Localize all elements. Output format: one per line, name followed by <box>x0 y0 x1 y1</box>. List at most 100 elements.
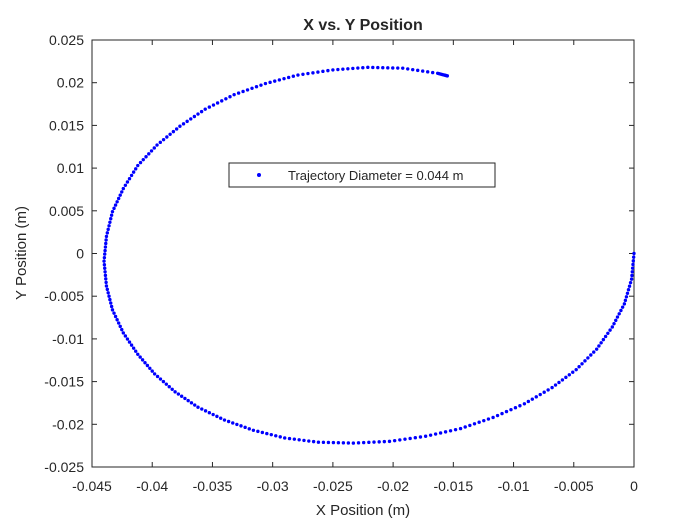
data-point <box>189 117 193 121</box>
data-point <box>118 193 122 197</box>
data-point <box>486 417 491 421</box>
data-point <box>594 347 599 351</box>
trajectory-points <box>102 65 636 445</box>
data-point <box>377 440 381 444</box>
y-tick-label: -0.015 <box>44 374 84 390</box>
data-point <box>416 68 420 73</box>
data-point <box>302 438 306 443</box>
data-point <box>513 406 518 410</box>
y-tick-label: -0.02 <box>52 416 84 432</box>
data-point <box>630 266 635 270</box>
data-point <box>116 321 121 325</box>
data-point <box>403 437 407 441</box>
data-point <box>597 344 601 348</box>
data-point <box>120 327 124 332</box>
data-point <box>115 318 119 322</box>
data-point <box>625 291 630 295</box>
data-point <box>115 200 119 204</box>
data-point <box>356 66 360 70</box>
data-point <box>297 438 301 442</box>
data-point <box>574 367 578 372</box>
data-point <box>260 430 265 435</box>
data-point <box>104 234 109 239</box>
data-point <box>491 415 495 420</box>
data-point <box>186 398 190 403</box>
data-point <box>428 433 433 437</box>
data-point <box>614 318 618 323</box>
data-point <box>103 266 107 270</box>
data-point <box>553 383 558 387</box>
data-point <box>109 304 114 309</box>
data-point <box>112 311 116 315</box>
legend-box <box>228 162 496 188</box>
data-point <box>103 245 108 249</box>
data-point <box>336 67 340 72</box>
data-point <box>158 377 163 381</box>
x-tick-label: -0.035 <box>193 478 233 494</box>
data-point <box>199 109 204 114</box>
data-point <box>624 295 629 299</box>
data-point <box>406 67 410 71</box>
data-point <box>215 101 220 105</box>
legend-marker <box>257 173 261 177</box>
data-point <box>292 437 297 441</box>
data-point <box>418 435 423 439</box>
data-point <box>141 157 145 162</box>
data-point <box>145 363 150 368</box>
data-point <box>138 160 143 165</box>
data-point <box>629 277 634 281</box>
data-point <box>286 75 291 80</box>
data-point <box>382 439 387 444</box>
data-point <box>391 66 395 70</box>
data-point <box>530 397 535 401</box>
data-point <box>254 85 259 89</box>
data-point <box>161 137 166 142</box>
y-axis-ticks: -0.025 -0.02 -0.015 -0.01 -0.005 0 0.005 0.01 0.… <box>44 32 634 475</box>
data-point <box>235 422 239 427</box>
data-point <box>526 399 531 404</box>
data-point <box>518 404 522 408</box>
data-point <box>123 183 128 188</box>
data-point <box>152 372 157 376</box>
data-point <box>392 438 397 443</box>
data-point <box>236 91 241 95</box>
data-point <box>164 382 169 386</box>
data-point <box>174 127 179 131</box>
data-point <box>148 366 152 371</box>
data-point <box>108 297 112 302</box>
data-point <box>155 374 160 379</box>
data-point <box>567 373 572 377</box>
data-point <box>121 331 126 335</box>
data-point <box>105 231 110 235</box>
data-point <box>144 155 148 159</box>
data-point <box>196 112 200 116</box>
data-point <box>103 270 107 274</box>
data-point <box>196 405 200 409</box>
data-point <box>307 439 311 443</box>
data-point <box>161 379 166 384</box>
data-point <box>296 73 300 77</box>
data-point <box>207 105 212 109</box>
data-point <box>425 70 430 74</box>
data-point <box>109 217 113 221</box>
data-point <box>612 321 616 326</box>
data-point <box>617 312 621 316</box>
data-point <box>103 248 107 253</box>
data-point <box>192 114 197 119</box>
x-tick-label: -0.005 <box>554 478 594 494</box>
data-point <box>411 67 415 72</box>
data-point <box>372 440 376 444</box>
data-point <box>542 390 546 394</box>
data-point <box>433 432 438 436</box>
data-point <box>376 65 380 70</box>
data-point <box>603 334 608 339</box>
data-point <box>458 426 463 431</box>
data-point <box>386 66 390 70</box>
data-point <box>628 280 633 285</box>
data-point <box>445 74 450 78</box>
data-point <box>316 70 320 74</box>
x-axis-label: X Position (m) <box>316 502 410 519</box>
data-point <box>599 341 603 345</box>
data-point <box>311 439 316 444</box>
data-point <box>509 407 513 412</box>
